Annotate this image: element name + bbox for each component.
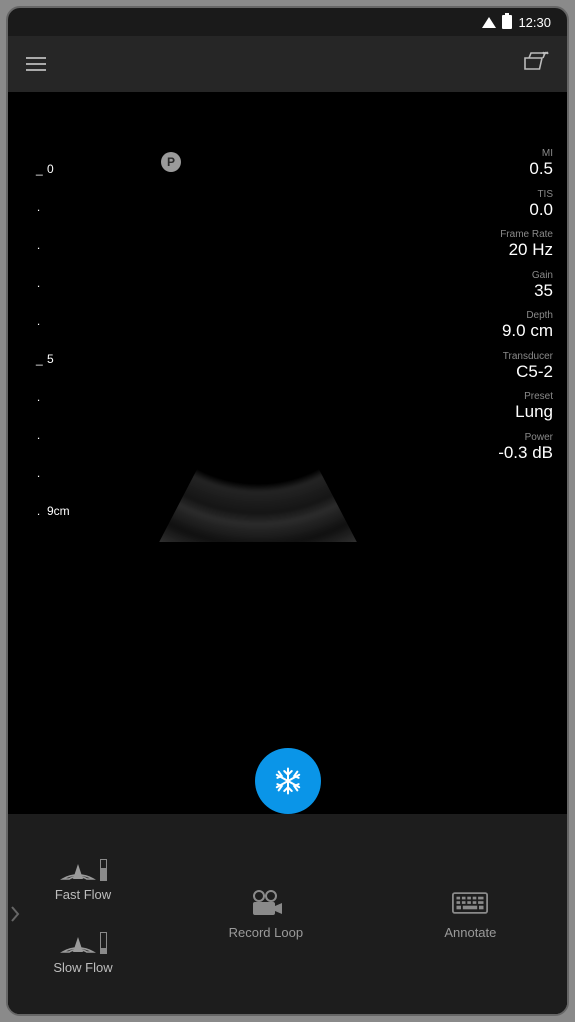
clock-text: 12:30: [518, 15, 551, 30]
slow-flow-button[interactable]: Slow Flow: [53, 932, 112, 975]
annotate-button[interactable]: Annotate: [444, 889, 496, 940]
open-archive-button[interactable]: [523, 51, 549, 78]
depth-ruler: _ 0 . . . . _ 5 . . . . 9cm: [18, 162, 68, 864]
chevron-right-icon: [10, 905, 20, 923]
param-value: -0.3 dB: [498, 443, 553, 463]
param-label: MI: [498, 148, 553, 159]
record-loop-button[interactable]: Record Loop: [229, 889, 303, 940]
param-mi[interactable]: MI 0.5: [498, 148, 553, 179]
param-gain[interactable]: Gain 35: [498, 270, 553, 301]
control-label: Slow Flow: [53, 960, 112, 975]
menu-button[interactable]: [26, 57, 46, 71]
param-value: C5-2: [498, 362, 553, 382]
control-label: Fast Flow: [55, 887, 111, 902]
param-power[interactable]: Power -0.3 dB: [498, 432, 553, 463]
imaging-area: P _ 0 . . . . _ 5 . . . . 9cm: [8, 92, 567, 1014]
ruler-depth-unit: 9cm: [47, 504, 70, 518]
status-bar: 12:30: [8, 8, 567, 36]
param-preset[interactable]: Preset Lung: [498, 391, 553, 422]
snowflake-icon: [273, 766, 303, 796]
param-label: Power: [498, 432, 553, 443]
param-label: Gain: [498, 270, 553, 281]
app-toolbar: [8, 36, 567, 92]
fan-icon: [60, 859, 96, 881]
fan-icon: [60, 932, 96, 954]
param-tis[interactable]: TIS 0.0: [498, 189, 553, 220]
param-value: 35: [498, 281, 553, 301]
param-value: 20 Hz: [498, 240, 553, 260]
control-panel: Fast Flow Slow Flow: [8, 814, 567, 1014]
param-value: 0.5: [498, 159, 553, 179]
imaging-parameters: MI 0.5 TIS 0.0 Frame Rate 20 Hz Gain 35 …: [498, 148, 553, 472]
flow-mode-group: Fast Flow Slow Flow: [8, 814, 158, 1014]
ultrasound-scan-image: [68, 162, 448, 542]
param-label: Depth: [498, 310, 553, 321]
ruler-label-0: 0: [47, 162, 54, 176]
flow-scale-icon: [100, 932, 107, 954]
control-label: Annotate: [444, 925, 496, 940]
param-value: 9.0 cm: [498, 321, 553, 341]
param-value: Lung: [498, 402, 553, 422]
param-label: Transducer: [498, 351, 553, 362]
flow-scale-icon: [100, 859, 107, 881]
param-label: TIS: [498, 189, 553, 200]
probe-orientation-marker: P: [161, 152, 181, 172]
param-transducer[interactable]: Transducer C5-2: [498, 351, 553, 382]
control-label: Record Loop: [229, 925, 303, 940]
freeze-button[interactable]: [255, 748, 321, 814]
param-label: Preset: [498, 391, 553, 402]
battery-icon: [502, 15, 512, 29]
folder-open-icon: [523, 51, 549, 73]
param-value: 0.0: [498, 200, 553, 220]
ruler-label-5: 5: [47, 352, 54, 366]
panel-expand-handle[interactable]: [8, 884, 22, 944]
fast-flow-button[interactable]: Fast Flow: [55, 859, 111, 902]
keyboard-icon: [452, 889, 488, 917]
wifi-icon: [482, 17, 496, 28]
param-frame-rate[interactable]: Frame Rate 20 Hz: [498, 229, 553, 260]
param-depth[interactable]: Depth 9.0 cm: [498, 310, 553, 341]
device-frame: 12:30 P _ 0 . . . .: [6, 6, 569, 1016]
param-label: Frame Rate: [498, 229, 553, 240]
film-camera-icon: [248, 889, 284, 917]
